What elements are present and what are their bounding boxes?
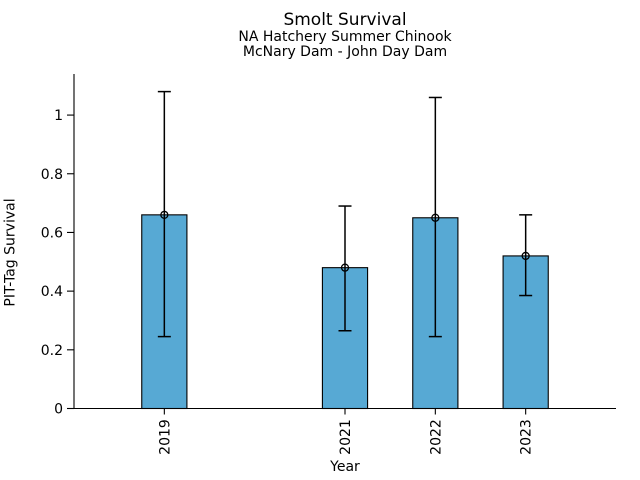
- y-tick-label: 0.8: [41, 167, 63, 183]
- y-tick-label: 1: [54, 108, 63, 124]
- y-tick-label: 0.2: [41, 343, 63, 359]
- y-tick-label: 0.4: [41, 284, 63, 300]
- mean-marker-2022: [431, 213, 440, 222]
- mean-marker-2021: [340, 263, 350, 272]
- y-tick-label: 0.6: [41, 225, 63, 241]
- x-tick-label: 2023: [519, 419, 535, 455]
- x-tick-label: 2022: [428, 419, 444, 455]
- x-axis-label: Year: [330, 459, 360, 475]
- y-tick-label: 0: [54, 402, 63, 418]
- x-tick-label: 2019: [157, 419, 173, 455]
- mean-marker-2019: [160, 210, 169, 219]
- chart-subtitle-line2: McNary Dam - John Day Dam: [242, 44, 448, 60]
- chart-title: Smolt Survival: [283, 10, 407, 30]
- chart-subtitle-line1: NA Hatchery Summer Chinook: [238, 29, 452, 45]
- mean-marker-2023: [521, 251, 530, 261]
- x-tick-label: 2021: [338, 419, 354, 455]
